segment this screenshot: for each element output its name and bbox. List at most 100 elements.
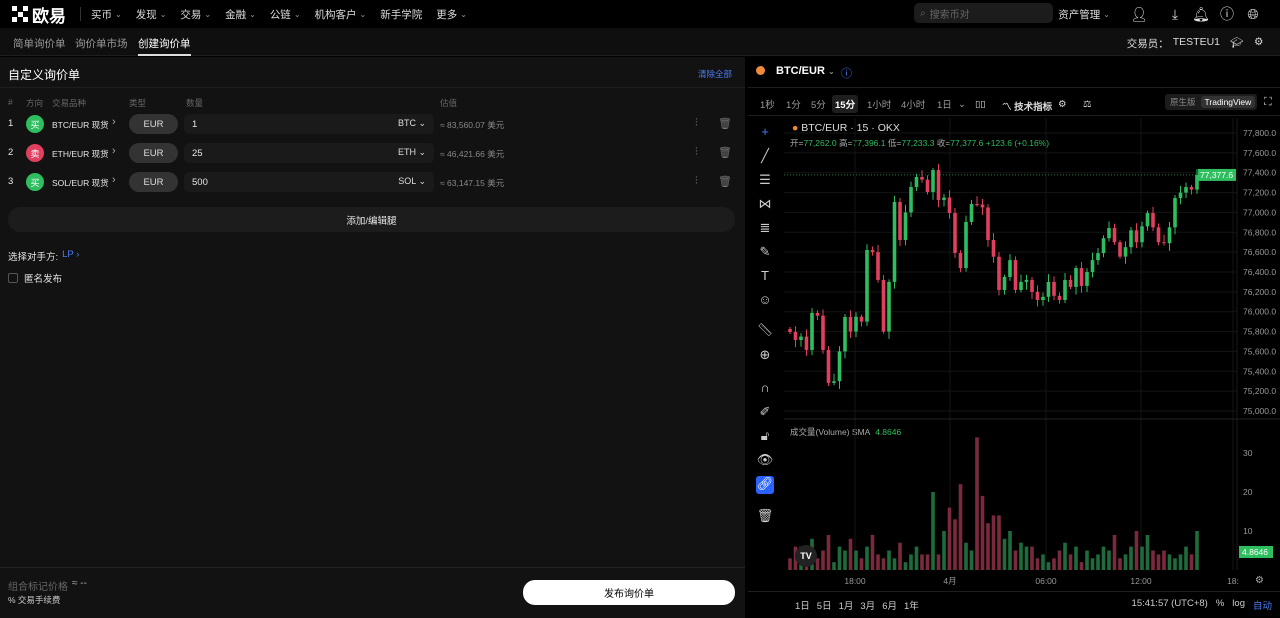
nav-item[interactable]: 交易 ⌄ [180,7,211,22]
chevron-right-icon[interactable]: › [112,174,116,186]
ruler-icon[interactable]: 📏︎ [756,322,774,337]
native-mode-button[interactable]: 原生版 [1170,97,1196,107]
adjust-icon[interactable]: ⫶ [695,146,698,158]
candle-type-icon[interactable]: ▯▯ [975,99,986,110]
auto-toggle[interactable]: 自动 [1252,601,1272,612]
timeframe-tab[interactable]: 5分 [811,100,826,111]
submit-rfq-button[interactable]: 发布询价单 [523,580,735,605]
assets-menu[interactable]: 资产管理 ⌄ [1058,7,1110,22]
range-button[interactable]: 5日 [816,601,832,612]
quantity-input[interactable]: 25 ETH ⌄ [184,143,434,163]
compare-icon[interactable]: ⚖ [1083,99,1092,110]
range-button[interactable]: 1年 [903,601,919,612]
nav-item[interactable]: 机构客户 ⌄ [315,7,367,22]
horizontal-lines-icon[interactable]: ☰ [759,172,771,187]
add-edit-leg-button[interactable]: 添加/编辑腿 [8,207,735,232]
trash-icon[interactable]: 🗑︎ [756,508,774,523]
trash-icon[interactable]: 🗑︎ [718,118,732,130]
tab-rfq-market[interactable]: 询价单市场 [75,38,128,50]
lock-icon[interactable]: 🔓︎ [760,428,770,443]
checkbox-icon[interactable] [8,273,18,283]
timeframe-tab[interactable]: 1秒 [760,100,775,111]
timeframe-tab[interactable]: 1小时 [867,100,892,111]
symbol-selector[interactable]: BTC/EUR ⌄ [776,65,835,77]
fullscreen-icon[interactable]: ⛶ [1264,96,1272,108]
chevron-right-icon[interactable]: › [112,145,116,157]
search-input[interactable]: ⌕ 搜索币对 [914,3,1053,23]
okx-logo-icon [12,6,28,22]
timeframe-tab[interactable]: 1分 [786,100,801,111]
tradingview-mode-button[interactable]: TradingView [1200,96,1256,108]
indicators-button[interactable]: 〽 技术指标 [999,97,1055,115]
education-icon[interactable]: 🎓︎ [1230,37,1244,49]
nav-item[interactable]: 买币 ⌄ [91,7,122,22]
axis-settings-icon[interactable]: ⚙ [1255,575,1264,586]
nav-item[interactable]: 发现 ⌄ [136,7,167,22]
zoom-in-icon[interactable]: ⊕ [759,347,771,362]
gear-icon[interactable]: ⚙ [1254,36,1264,48]
quantity-input[interactable]: 500 SOL ⌄ [184,172,434,192]
text-icon[interactable]: T [761,268,769,283]
pencil-lock-icon[interactable]: ✐ [759,404,771,419]
brand-logo[interactable]: 欧易 [12,2,66,27]
crosshair-icon[interactable]: + [761,124,769,139]
tab-simple-rfq[interactable]: 简单询价单 [13,38,66,50]
timeframe-tab[interactable]: 4小时 [901,100,926,111]
chevron-right-icon[interactable]: › [112,116,116,128]
link-icon[interactable]: 🔗︎ [756,476,774,494]
pattern-icon[interactable]: ⋈ [758,196,772,211]
tab-create-rfq[interactable]: 创建询价单 [138,38,191,56]
range-button[interactable]: 6月 [882,601,897,612]
unit-selector[interactable]: SOL ⌄ [398,176,426,187]
range-button[interactable]: 1月 [838,601,854,612]
adjust-icon[interactable]: ⫶ [695,117,698,129]
volume-legend: 成交量(Volume) SMA 4.8646 [790,426,901,438]
fib-icon[interactable]: ≣ [759,220,771,235]
side-badge[interactable]: 买 [26,173,44,191]
chart-settings-icon[interactable]: ⚙ [1058,99,1067,110]
anonymous-checkbox[interactable]: 匿名发布 [8,271,62,285]
quantity-value: 1 [192,118,198,130]
trash-icon[interactable]: 🗑︎ [718,176,732,188]
timeframe-tab[interactable]: 1日 [937,100,952,111]
emoji-icon[interactable]: ☺ [758,292,772,307]
timeframe-tab[interactable]: 15分 [832,95,859,113]
download-icon[interactable]: ⤓ [1171,5,1179,22]
counterparty-link[interactable]: LP › [62,249,80,260]
clear-all-button[interactable]: 清除全部 [698,69,733,79]
range-button[interactable]: 3月 [860,601,876,612]
range-button[interactable]: 1日 [795,601,810,612]
quantity-input[interactable]: 1 BTC ⌄ [184,114,434,134]
globe-icon[interactable]: 🌐︎ [1247,5,1259,22]
side-badge[interactable]: 卖 [26,144,44,162]
trash-icon[interactable]: 🗑︎ [718,147,732,159]
trend-line-icon[interactable]: ╱ [761,148,769,163]
leg-row: 2 卖 ETH/EUR 现货 › EUR 25 ETH ⌄ ≈ 46,421.66… [0,141,745,165]
nav-item[interactable]: 新手学院 [380,7,422,22]
unit-selector[interactable]: ETH ⌄ [398,147,426,158]
nav-item[interactable]: 公链 ⌄ [270,7,301,22]
bell-icon[interactable]: 🔔︎ [1192,5,1210,22]
type-selector[interactable]: EUR [129,143,178,163]
search-placeholder: 搜索币对 [929,9,970,21]
side-badge[interactable]: 买 [26,115,44,133]
log-toggle[interactable]: log [1232,598,1245,609]
adjust-icon[interactable]: ⫶ [695,175,698,187]
fee-label[interactable]: % 交易手续费 [8,595,61,605]
brush-icon[interactable]: ✎ [759,244,771,259]
magnet-icon[interactable]: ∩ [760,380,770,395]
info-icon[interactable]: ⓘ [841,68,852,80]
type-selector[interactable]: EUR [129,114,178,134]
unit-selector[interactable]: BTC ⌄ [398,118,426,129]
type-selector[interactable]: EUR [129,172,178,192]
chevron-down-icon[interactable]: ⌄ [958,99,966,110]
help-icon[interactable]: ⓘ [1220,6,1234,22]
percent-toggle[interactable]: % [1215,598,1225,609]
nav-item[interactable]: 更多 ⌄ [436,7,467,22]
divider [0,567,745,568]
user-icon[interactable]: 👤︎ [1130,5,1148,22]
eye-icon[interactable]: 👁︎ [756,452,774,467]
tradingview-logo[interactable]: TV [795,545,817,567]
chevron-down-icon: ⌄ [1103,9,1110,19]
nav-item[interactable]: 金融 ⌄ [225,7,256,22]
